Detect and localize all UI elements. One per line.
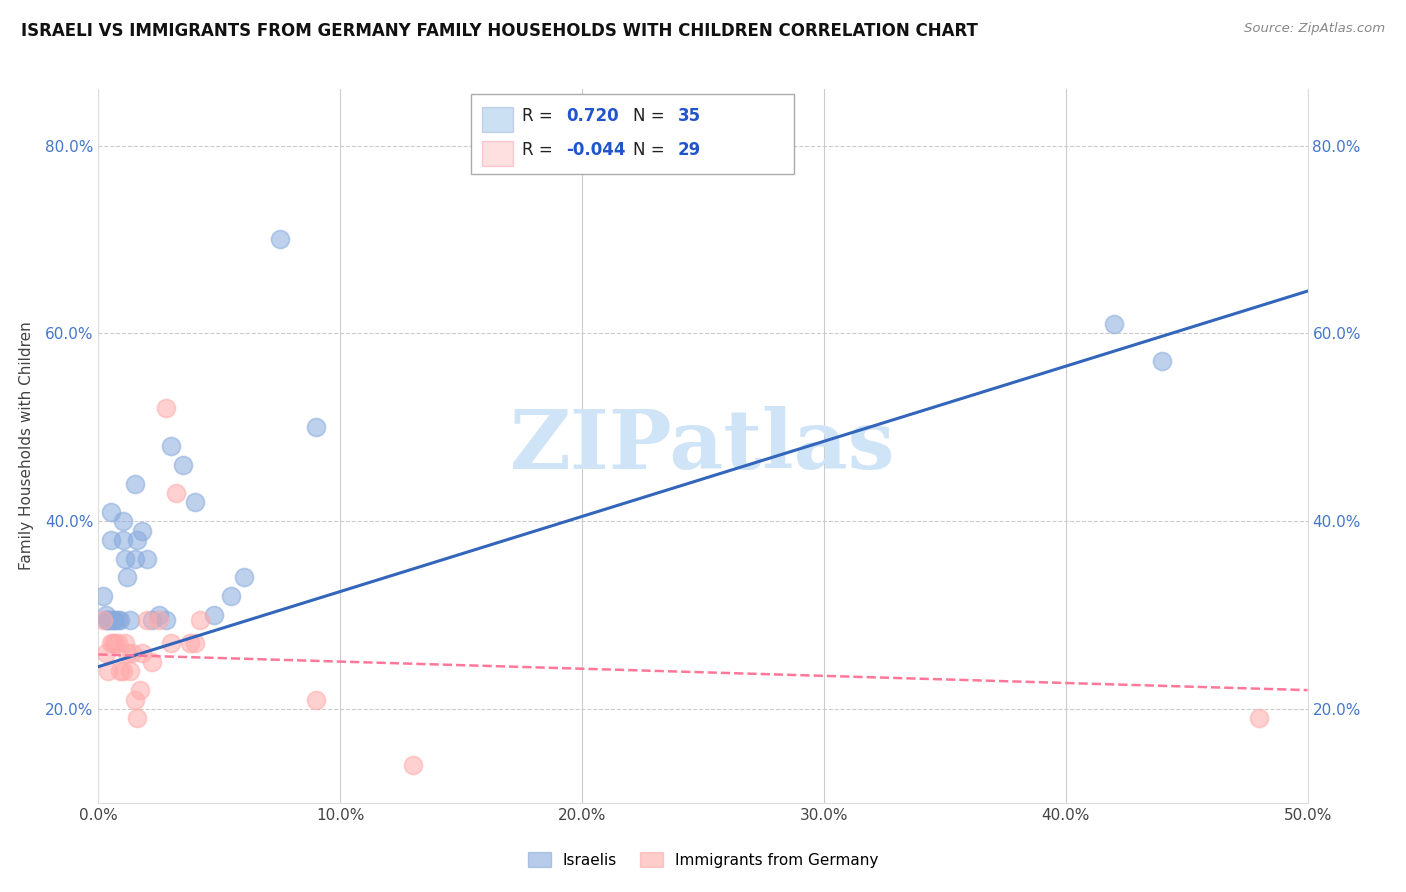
Point [124,551,146,566]
Point [148,607,170,622]
Point [97,613,120,627]
Point [179,636,201,650]
Point [165,486,187,500]
Point [1152,354,1174,368]
Point [131,524,153,538]
Point [111,514,134,528]
Point [111,665,134,679]
Point [188,613,211,627]
Point [97,665,120,679]
Point [91,589,114,603]
Text: 0.720: 0.720 [567,107,619,125]
Point [121,646,143,660]
Point [402,758,425,772]
Legend: Israelis, Immigrants from Germany: Israelis, Immigrants from Germany [522,846,884,873]
Point [101,613,124,627]
Point [148,613,170,627]
Text: Source: ZipAtlas.com: Source: ZipAtlas.com [1244,22,1385,36]
Point [184,636,207,650]
Point [94,613,117,627]
Point [135,551,157,566]
Point [104,613,127,627]
Point [131,646,153,660]
Text: ZIPatlas: ZIPatlas [510,406,896,486]
Point [204,607,226,622]
Point [172,458,194,472]
Point [1102,317,1125,331]
Text: N =: N = [633,141,669,159]
Point [117,570,139,584]
Point [118,665,141,679]
Text: 35: 35 [678,107,700,125]
Text: 29: 29 [678,141,702,159]
Point [141,655,163,669]
Point [107,613,129,627]
Point [117,646,139,660]
Point [1249,711,1271,725]
Point [97,613,120,627]
Text: -0.044: -0.044 [567,141,626,159]
Point [124,692,146,706]
Point [128,683,150,698]
Point [141,613,163,627]
Point [108,613,131,627]
Point [101,613,124,627]
Text: ISRAELI VS IMMIGRANTS FROM GERMANY FAMILY HOUSEHOLDS WITH CHILDREN CORRELATION C: ISRAELI VS IMMIGRANTS FROM GERMANY FAMIL… [21,22,979,40]
Y-axis label: Family Households with Children: Family Households with Children [18,322,34,570]
Point [269,232,291,246]
Point [107,636,129,650]
Point [111,533,134,547]
Point [104,636,127,650]
Point [160,636,183,650]
Point [127,533,149,547]
Point [232,570,254,584]
Text: R =: R = [522,107,558,125]
Point [101,636,124,650]
Point [91,613,114,627]
Point [94,646,117,660]
Point [108,665,131,679]
Point [135,613,157,627]
Point [221,589,243,603]
Point [127,711,149,725]
Point [114,551,136,566]
Point [118,613,141,627]
Point [155,401,177,416]
Point [155,613,177,627]
Text: R =: R = [522,141,558,159]
Point [124,476,146,491]
Point [100,533,122,547]
Point [114,636,136,650]
Point [305,692,328,706]
Point [100,505,122,519]
Text: N =: N = [633,107,669,125]
Point [160,439,183,453]
Point [100,636,122,650]
Point [184,495,207,509]
Point [305,420,328,434]
Point [94,607,117,622]
